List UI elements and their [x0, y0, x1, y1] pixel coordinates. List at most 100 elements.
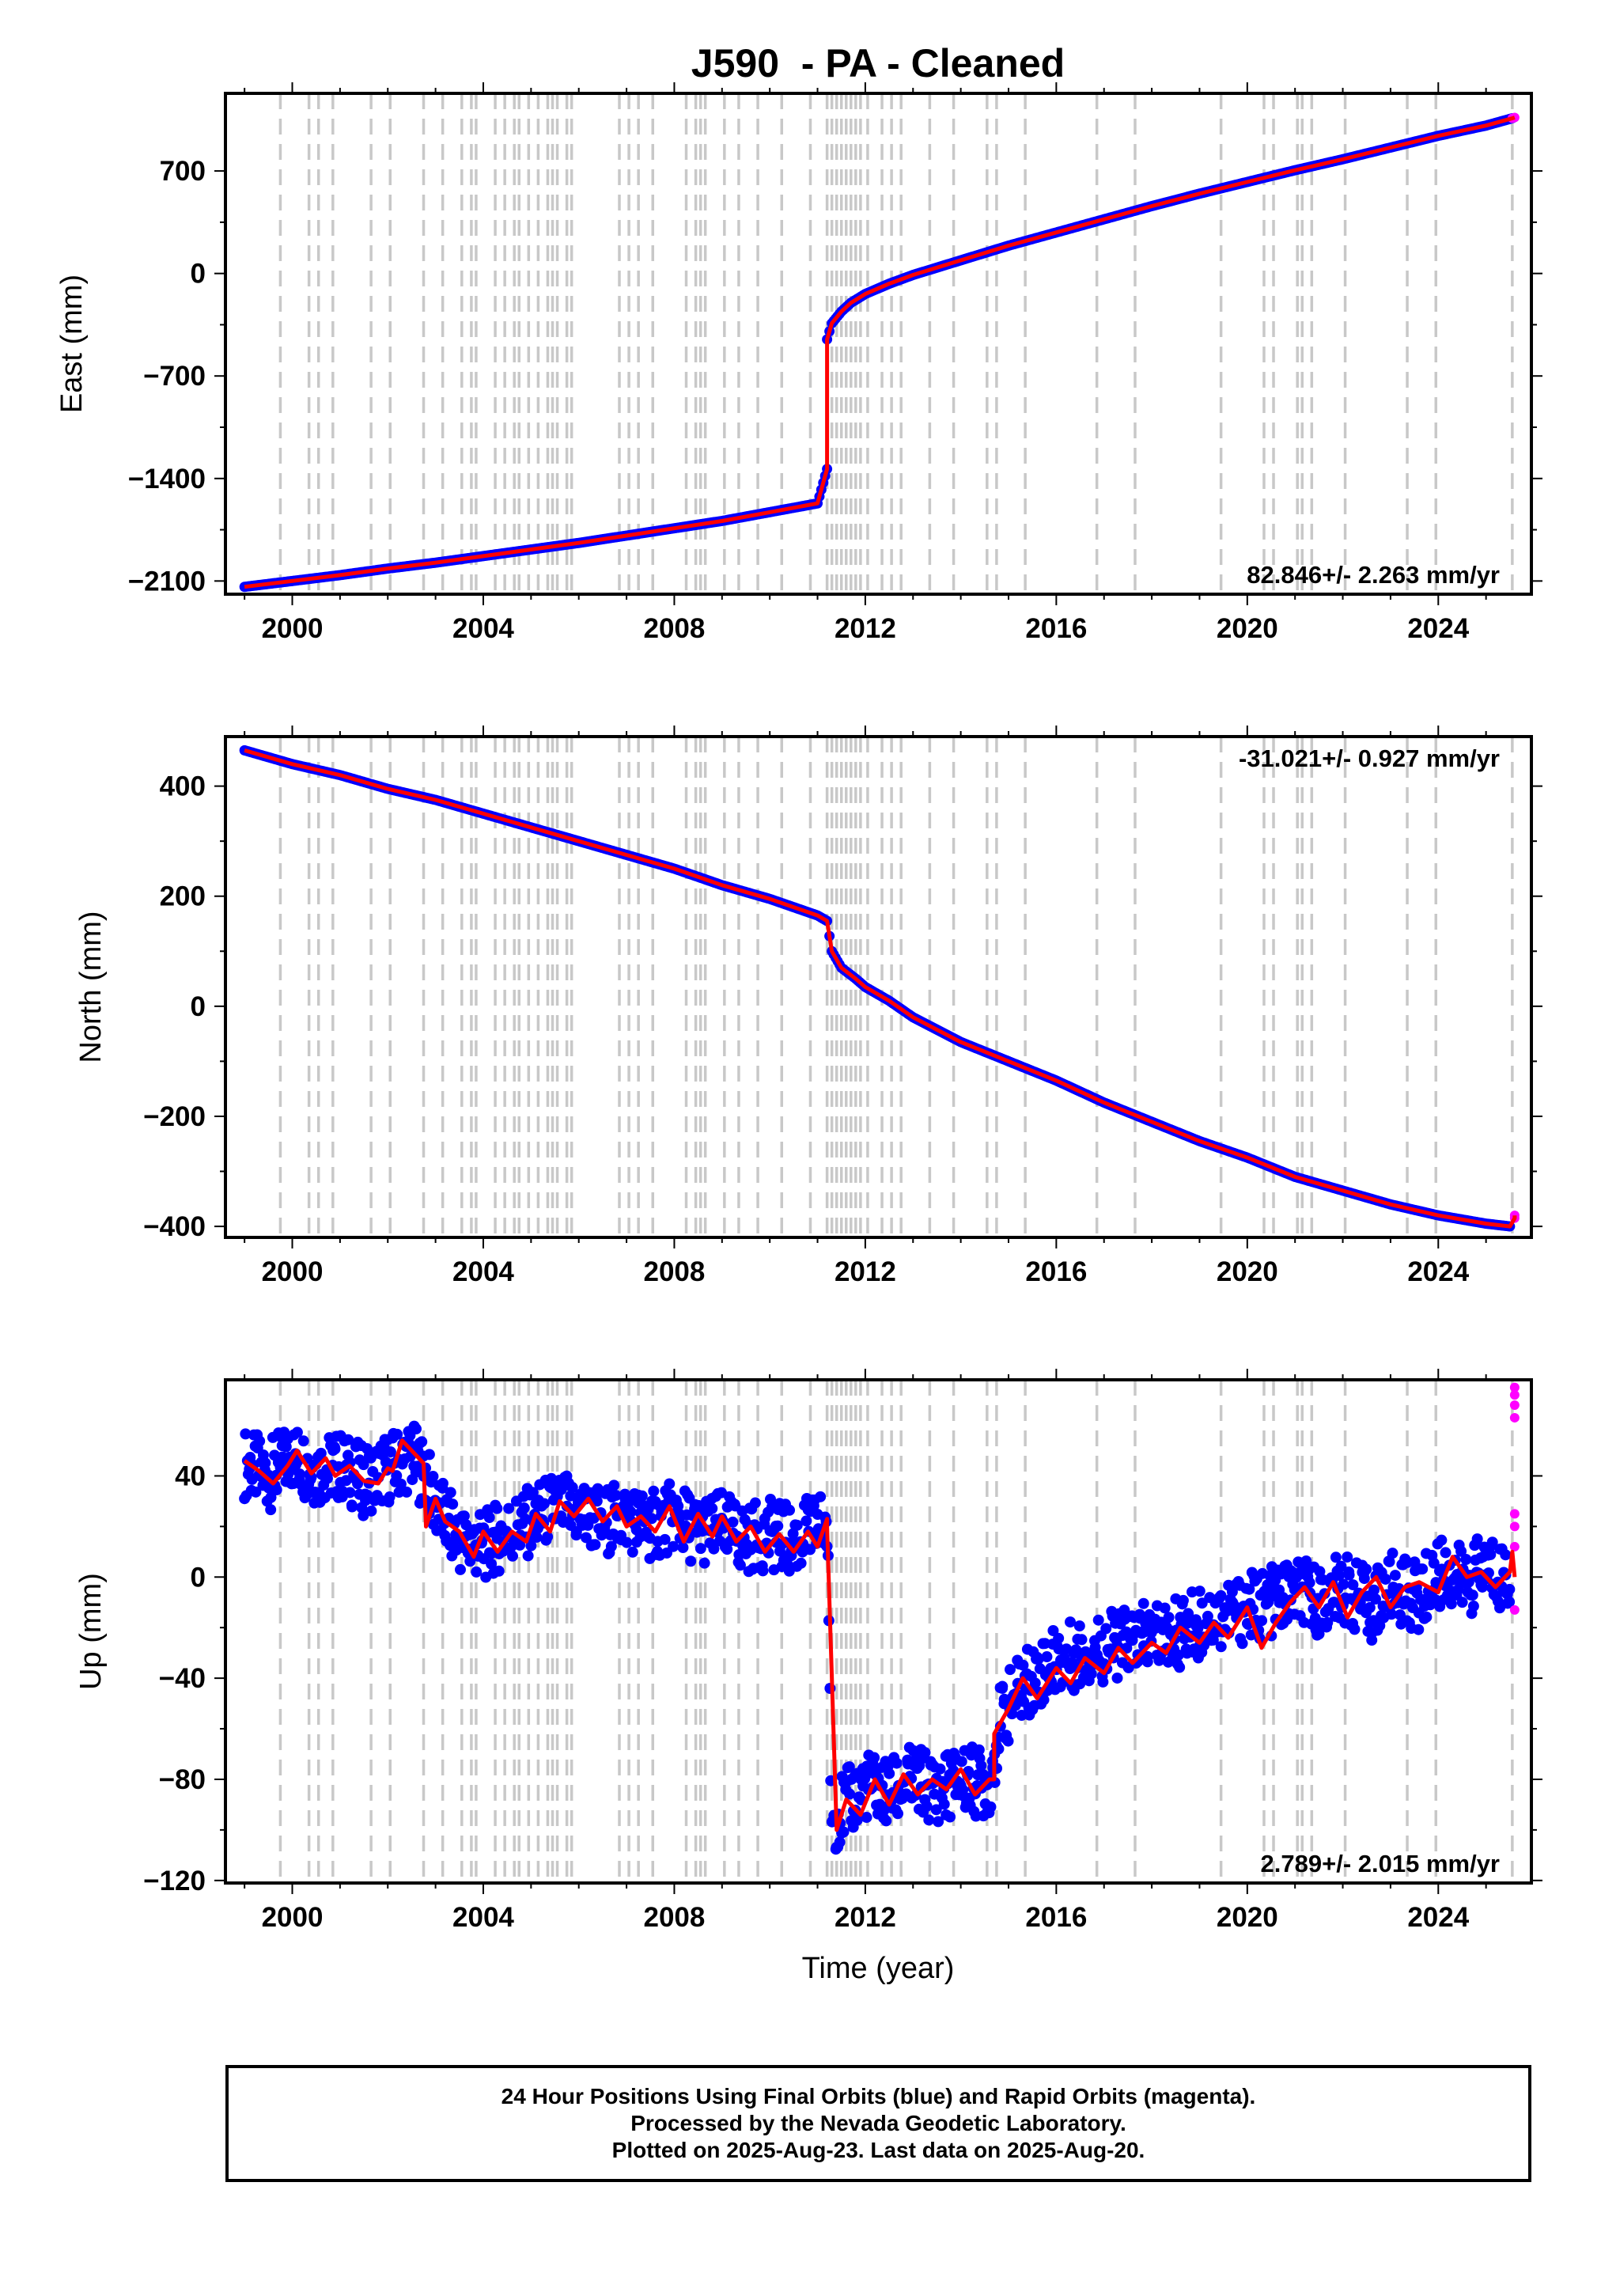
up-final-point [384, 1446, 396, 1458]
up-final-point [1215, 1589, 1227, 1601]
up-final-point [891, 1757, 903, 1769]
up-final-point [815, 1491, 827, 1502]
up-rapid-point [1509, 1521, 1520, 1532]
up-final-point [1038, 1694, 1050, 1706]
up-final-point [1428, 1557, 1440, 1569]
up-final-point [1349, 1623, 1361, 1635]
up-final-point [668, 1540, 679, 1552]
up-final-point [706, 1502, 718, 1514]
up-final-point [1304, 1577, 1315, 1589]
east-plot-area [239, 93, 1520, 594]
up-final-point [1322, 1616, 1334, 1628]
up-final-point [1085, 1668, 1097, 1680]
north-rapid-point [1509, 1211, 1520, 1221]
up-final-point [581, 1532, 592, 1544]
up-final-point [491, 1502, 503, 1514]
caption-line-2: Processed by the Nevada Geodetic Laborat… [630, 2111, 1126, 2135]
up-final-point [293, 1468, 305, 1480]
up-final-point [795, 1557, 807, 1569]
up-final-point [384, 1491, 396, 1503]
up-final-point [411, 1423, 422, 1435]
north-model-line [244, 748, 1517, 1229]
up-final-point [514, 1539, 526, 1551]
up-final-point [1097, 1676, 1109, 1688]
up-final-point [1417, 1563, 1429, 1575]
up-final-point [1002, 1735, 1014, 1747]
east-x-tick-label: 2008 [643, 613, 705, 644]
up-final-point [423, 1449, 435, 1461]
east-y-tick-label: −1400 [128, 464, 206, 494]
up-final-point [1343, 1569, 1355, 1581]
up-final-point [757, 1565, 769, 1577]
up-final-point [610, 1490, 622, 1502]
up-final-point [605, 1540, 617, 1552]
up-final-point [892, 1808, 904, 1820]
up-final-point [1236, 1638, 1248, 1650]
up-final-point [1076, 1634, 1088, 1646]
east-y-tick-label: 0 [191, 259, 206, 290]
up-final-point [427, 1471, 439, 1483]
up-final-point [1202, 1610, 1213, 1622]
up-final-point [1174, 1661, 1186, 1673]
caption-line-1: 24 Hour Positions Using Final Orbits (bl… [501, 2084, 1256, 2108]
up-final-point [240, 1428, 252, 1440]
up-final-point [401, 1486, 413, 1498]
east-model-line [244, 116, 1516, 589]
up-final-point [1243, 1583, 1255, 1595]
up-x-tick-label: 2000 [262, 1902, 324, 1933]
up-final-point [1504, 1596, 1516, 1608]
up-final-point [1017, 1659, 1029, 1671]
up-x-tick-label: 2020 [1217, 1902, 1278, 1933]
up-final-point [503, 1502, 515, 1514]
up-final-point [1141, 1656, 1153, 1668]
up-final-point [784, 1504, 796, 1516]
up-final-point [933, 1816, 944, 1828]
up-final-point [834, 1836, 846, 1848]
up-final-point [471, 1566, 483, 1578]
up-final-point [734, 1559, 746, 1571]
up-final-point [1333, 1570, 1345, 1582]
east-frame [224, 92, 1533, 596]
up-final-point [1194, 1586, 1205, 1597]
up-final-point [391, 1470, 403, 1482]
up-final-point [565, 1490, 577, 1502]
up-y-tick-label: −80 [159, 1764, 206, 1795]
up-final-point [1445, 1598, 1457, 1610]
up-final-point [1421, 1611, 1433, 1623]
up-final-point [437, 1477, 449, 1489]
up-final-point [483, 1512, 495, 1524]
up-final-point [1177, 1594, 1189, 1606]
up-rapid-point [1509, 1400, 1520, 1410]
up-final-point [727, 1516, 739, 1528]
up-final-point [1029, 1677, 1041, 1689]
x-axis-label: Time (year) [802, 1952, 955, 1985]
up-model-line [243, 1438, 1517, 1832]
up-final-point [291, 1426, 303, 1438]
up-final-point [365, 1505, 377, 1517]
east-x-tick-label: 2012 [835, 613, 896, 644]
north-x-tick-label: 2020 [1217, 1256, 1278, 1287]
up-final-point [843, 1761, 855, 1773]
up-final-point [672, 1500, 684, 1512]
up-final-point [1485, 1548, 1497, 1560]
up-final-point [944, 1811, 956, 1823]
east-y-axis-label: East (mm) [55, 275, 89, 413]
figure-title: J590 - PA - Cleaned [691, 41, 1065, 85]
up-final-point [1456, 1597, 1468, 1608]
up-x-tick-label: 2004 [452, 1902, 514, 1933]
up-final-point [343, 1434, 354, 1445]
up-final-point [1100, 1623, 1112, 1635]
north-x-tick-label: 2008 [643, 1256, 705, 1287]
up-final-point [591, 1495, 603, 1507]
up-final-point [271, 1484, 282, 1496]
up-y-tick-label: −120 [143, 1866, 206, 1896]
north-y-tick-label: −200 [143, 1101, 206, 1132]
east-y-tick-label: 700 [160, 156, 206, 187]
up-final-point [566, 1482, 578, 1494]
up-final-point [791, 1519, 803, 1531]
up-final-point [254, 1435, 266, 1447]
up-final-point [346, 1501, 358, 1513]
up-final-point [1387, 1548, 1399, 1559]
up-final-point [1070, 1644, 1082, 1656]
